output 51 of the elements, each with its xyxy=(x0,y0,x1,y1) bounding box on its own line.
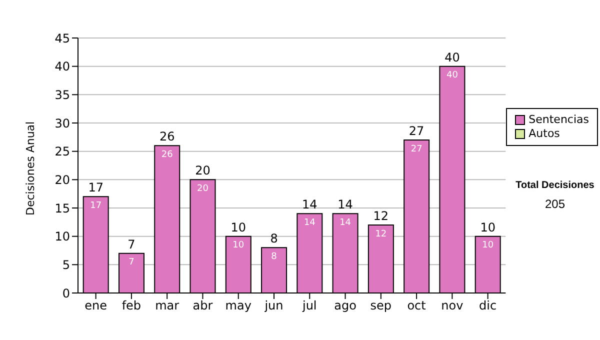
x-tick-label: sep xyxy=(370,298,392,313)
total-label: 26 xyxy=(159,130,175,144)
x-tick-label: dic xyxy=(479,298,497,313)
data-label: 14 xyxy=(304,218,316,228)
total-label: 40 xyxy=(444,50,460,64)
total-label: 8 xyxy=(270,232,278,246)
x-tick-label: may xyxy=(225,298,252,313)
y-tick-label: 10 xyxy=(54,230,70,244)
y-tick-label: 15 xyxy=(54,201,70,216)
data-label: 26 xyxy=(161,150,174,160)
total-label: 20 xyxy=(195,164,210,178)
data-label: 17 xyxy=(90,201,102,212)
text: Total Decisiones xyxy=(514,180,596,191)
data-label: 12 xyxy=(375,229,387,240)
x-tick-label: oct xyxy=(407,298,426,313)
data-label: 10 xyxy=(482,240,494,251)
data-label: 27 xyxy=(410,144,422,154)
y-tick-label: 5 xyxy=(62,258,70,272)
y-tick-label: 0 xyxy=(62,286,70,300)
total-label: 10 xyxy=(480,220,496,234)
x-tick-label: mar xyxy=(155,298,180,313)
total-label: 17 xyxy=(88,180,104,195)
data-label: 20 xyxy=(197,184,209,194)
y-tick-label: 30 xyxy=(54,116,70,130)
data-label: 8 xyxy=(271,252,278,262)
x-tick-label: jul xyxy=(302,298,317,313)
y-tick-label: 25 xyxy=(54,144,70,159)
y-tick-label: 45 xyxy=(54,31,70,46)
data-label: 10 xyxy=(232,240,244,251)
total-label: 27 xyxy=(408,124,424,138)
total-label: 14 xyxy=(338,198,353,212)
legend-label: Sentencias xyxy=(528,113,589,127)
x-tick-label: ene xyxy=(84,298,108,313)
y-tick-label: 20 xyxy=(54,172,70,187)
x-tick-label: jun xyxy=(264,298,284,313)
legend-label: Autos xyxy=(528,127,560,141)
total-label: 14 xyxy=(302,198,318,212)
data-label: 7 xyxy=(128,258,134,268)
text: 205 xyxy=(544,197,566,211)
x-tick-label: feb xyxy=(122,298,142,313)
total-label: 12 xyxy=(373,209,389,223)
data-label: 40 xyxy=(446,70,458,81)
x-tick-label: nov xyxy=(441,298,464,313)
total-label: 7 xyxy=(128,237,136,252)
y-tick-label: 35 xyxy=(54,88,70,102)
data-label: 14 xyxy=(340,218,352,228)
y-axis-title: Decisiones Anual xyxy=(24,121,37,216)
y-tick-label: 40 xyxy=(54,60,70,74)
x-tick-label: abr xyxy=(192,298,213,313)
x-tick-label: ago xyxy=(334,298,356,313)
total-label: 10 xyxy=(230,220,246,234)
